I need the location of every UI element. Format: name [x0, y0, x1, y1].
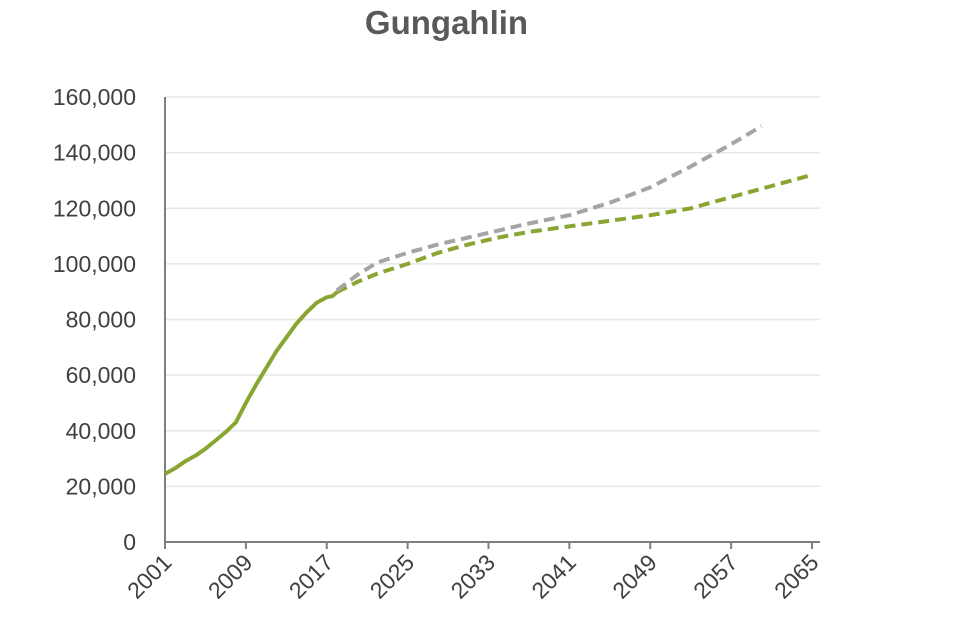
series-line-1: [164, 290, 339, 476]
y-tick-label: 120,000: [53, 195, 136, 221]
x-tick-label: 2049: [607, 549, 662, 604]
y-tick-label: 20,000: [66, 473, 136, 499]
y-tick-label: 40,000: [66, 418, 136, 444]
x-tick-label: 2065: [769, 549, 824, 604]
x-tick-label: 2001: [122, 549, 177, 604]
chart-title: Gungahlin: [364, 4, 529, 41]
series-line-3: [335, 124, 763, 292]
x-tick-label: 2057: [688, 549, 743, 604]
axes: [164, 97, 820, 549]
y-tick-labels: 0 20,000 40,000 60,000 80,000 100,000 120,000 1…: [53, 84, 136, 555]
y-tick-label: 100,000: [53, 251, 136, 277]
x-tick-label: 2017: [284, 549, 339, 604]
series-line-2: [335, 172, 813, 294]
y-tick-label: 160,000: [53, 84, 136, 110]
y-tick-label: 80,000: [66, 307, 136, 333]
series-lines: [164, 124, 813, 476]
gridlines: [165, 96, 820, 488]
y-tick-label: 60,000: [66, 362, 136, 388]
x-tick-labels: 2001 2009 2017 2025 2033 2041 2049 2057 2065: [122, 549, 824, 604]
x-tick-label: 2033: [445, 549, 500, 604]
x-tick-label: 2025: [365, 549, 420, 604]
y-tick-label: 0: [123, 529, 136, 555]
x-tick-label: 2009: [203, 549, 258, 604]
x-tick-label: 2041: [526, 549, 581, 604]
y-tick-label: 140,000: [53, 140, 136, 166]
